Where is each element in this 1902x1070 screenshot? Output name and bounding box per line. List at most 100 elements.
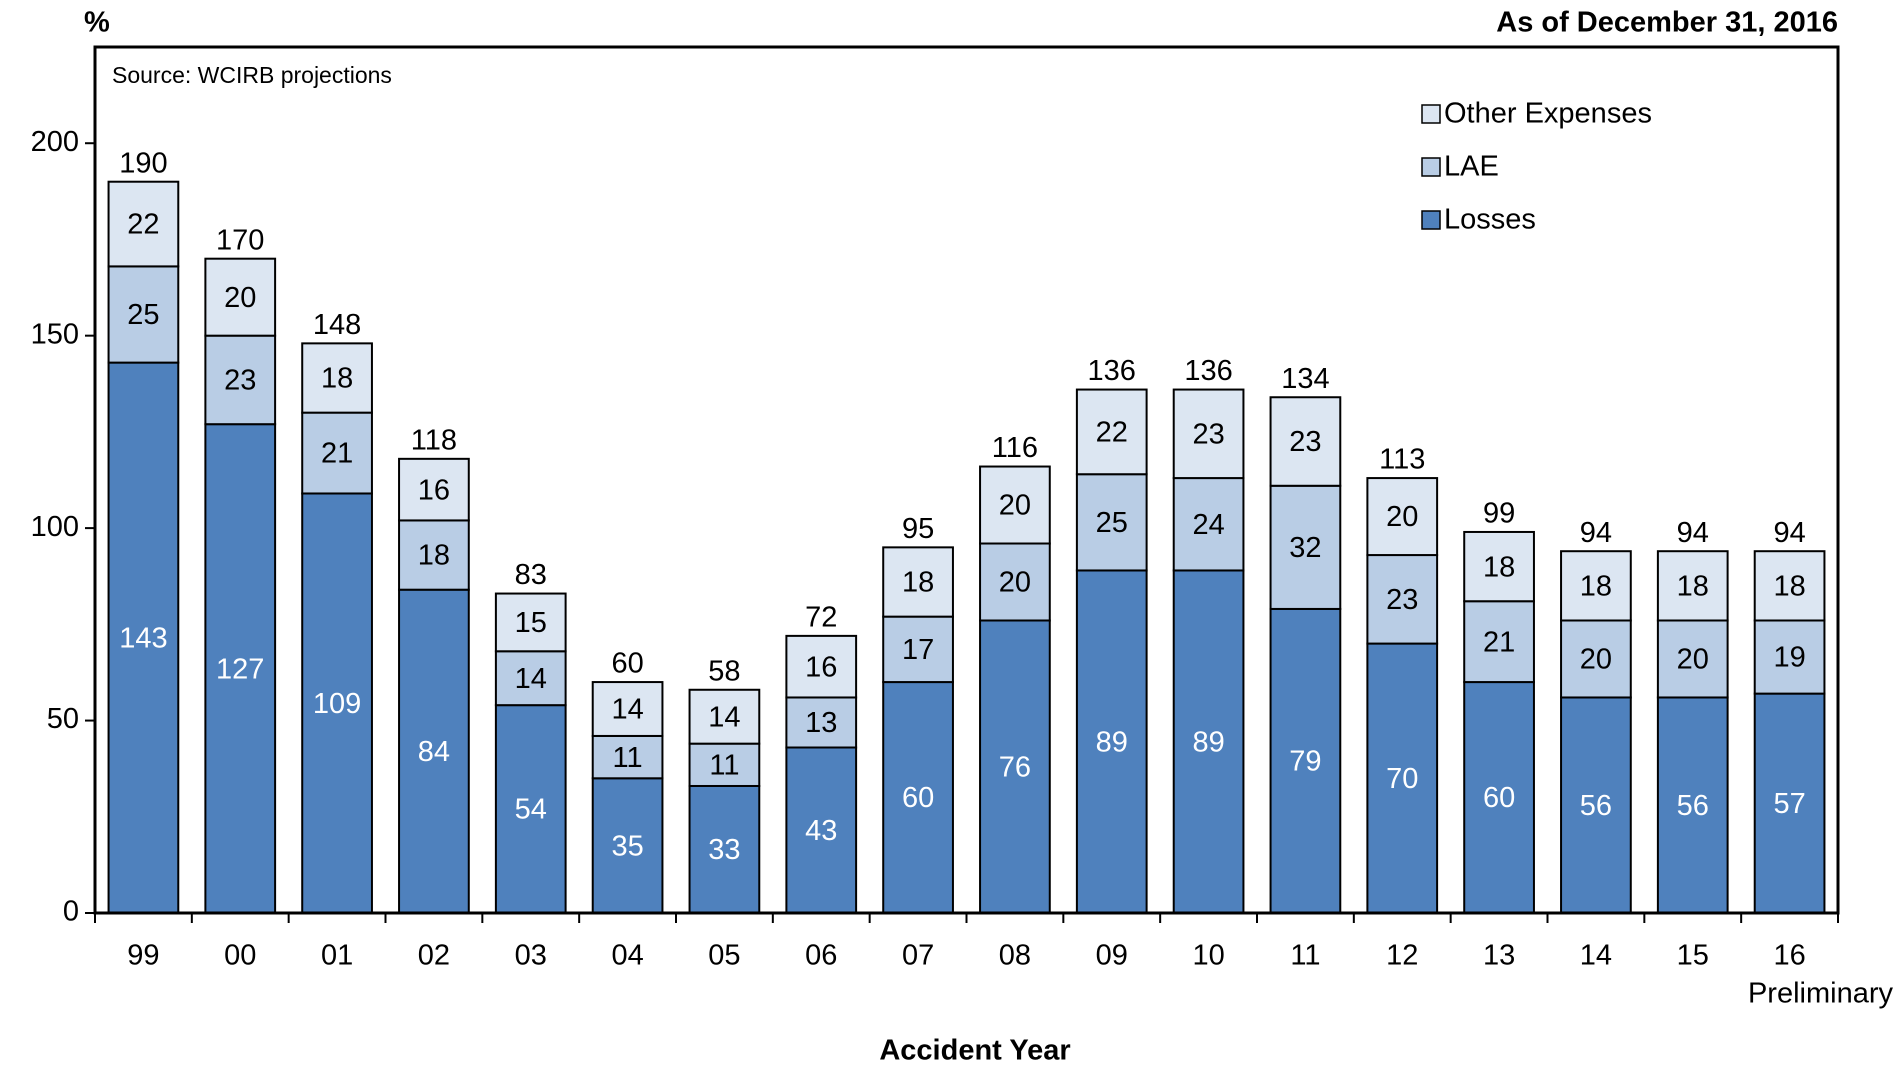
- x-tick-label: 08: [999, 940, 1031, 972]
- segment-value-label: 23: [1386, 584, 1418, 616]
- bar-segment: [882, 681, 954, 914]
- legend-label: Losses: [1444, 204, 1536, 236]
- segment-value-label: 16: [805, 651, 837, 683]
- bar-segment: [1753, 692, 1826, 915]
- x-tick-label: 07: [902, 940, 934, 972]
- segment-value-label: 54: [515, 794, 547, 826]
- segment-value-label: 23: [1192, 418, 1224, 450]
- segment-value-label: 21: [1483, 626, 1515, 658]
- segment-value-label: 11: [613, 742, 643, 774]
- total-label: 134: [1281, 363, 1329, 395]
- bar-segment: [688, 784, 761, 915]
- total-label: 94: [1773, 517, 1805, 549]
- total-label: 94: [1677, 517, 1709, 549]
- bar-segment: [107, 265, 180, 364]
- segment-value-label: 89: [1192, 726, 1224, 758]
- bar-segment: [882, 546, 954, 618]
- x-tick-label: 00: [224, 940, 256, 972]
- bar-segment: [1753, 550, 1826, 622]
- x-tick-label: 01: [321, 940, 353, 972]
- segment-value-label: 22: [127, 209, 159, 241]
- x-tick-label: 10: [1192, 940, 1224, 972]
- segment-value-label: 21: [321, 438, 353, 470]
- y-tick-label: 50: [47, 703, 79, 735]
- legend-label: LAE: [1444, 151, 1499, 183]
- y-tick-label: 100: [31, 511, 79, 543]
- bar-segment: [1463, 530, 1535, 603]
- segment-value-label: 18: [418, 540, 450, 572]
- bar-segment: [1560, 550, 1632, 622]
- x-tick-label: 99: [127, 940, 159, 972]
- segment-value-label: 33: [708, 834, 740, 866]
- segment-value-label: 20: [1677, 644, 1709, 676]
- y-tick-label: 150: [31, 318, 79, 350]
- bar-segment: [1269, 484, 1342, 610]
- source-note: Source: WCIRB projections: [112, 62, 392, 88]
- bar-segment: [1656, 696, 1729, 914]
- total-label: 170: [216, 224, 264, 256]
- bar-segment: [107, 180, 180, 268]
- bar-segment: [979, 465, 1051, 545]
- segment-value-label: 22: [1096, 417, 1128, 449]
- segment-value-label: 18: [1483, 551, 1515, 583]
- segment-value-label: 56: [1677, 790, 1709, 822]
- bar-segment: [1269, 396, 1342, 487]
- y-tick-label: 0: [63, 896, 79, 928]
- bar-segment: [1366, 554, 1439, 645]
- bar-segment: [398, 588, 470, 915]
- x-tick-label: 14: [1580, 940, 1612, 972]
- segment-value-label: 43: [805, 815, 837, 847]
- total-label: 99: [1483, 498, 1515, 530]
- y-unit-label: %: [84, 7, 110, 39]
- segment-value-label: 35: [611, 830, 643, 862]
- bar-segment: [107, 361, 180, 914]
- segment-value-label: 57: [1773, 788, 1805, 820]
- segment-value-label: 70: [1386, 763, 1418, 795]
- bar-segment: [1075, 473, 1148, 572]
- total-label: 83: [515, 559, 547, 591]
- segment-value-label: 18: [1580, 571, 1612, 603]
- segment-value-label: 14: [611, 694, 643, 726]
- segment-value-label: 76: [999, 751, 1031, 783]
- segment-value-label: 56: [1580, 790, 1612, 822]
- bar-segment: [301, 492, 373, 914]
- total-label: 190: [119, 147, 167, 179]
- bar-segment: [398, 457, 470, 522]
- x-tick-label: 06: [805, 940, 837, 972]
- total-label: 94: [1580, 517, 1612, 549]
- segment-value-label: 20: [999, 490, 1031, 522]
- total-label: 60: [611, 648, 643, 680]
- bar-segment: [494, 704, 567, 914]
- bar-segment: [1560, 696, 1632, 914]
- segment-value-label: 18: [902, 567, 934, 599]
- legend-swatch: [1421, 104, 1441, 124]
- segment-value-label: 60: [1483, 782, 1515, 814]
- segment-value-label: 20: [999, 567, 1031, 599]
- bar-segment: [1172, 388, 1245, 480]
- legend-swatch: [1421, 157, 1441, 177]
- segment-value-label: 11: [709, 749, 739, 781]
- as-of-label: As of December 31, 2016: [1496, 7, 1838, 39]
- x-tick-label: 02: [418, 940, 450, 972]
- x-tick-label: 09: [1096, 940, 1128, 972]
- bar-segment: [591, 681, 664, 737]
- bar-segment: [301, 342, 373, 414]
- segment-value-label: 17: [902, 634, 934, 666]
- segment-value-label: 127: [216, 653, 264, 685]
- bar-segment: [494, 592, 567, 653]
- segment-value-label: 89: [1096, 726, 1128, 758]
- segment-value-label: 16: [418, 474, 450, 506]
- segment-value-label: 79: [1289, 746, 1321, 778]
- bar-segment: [882, 615, 954, 684]
- x-tick-label: 13: [1483, 940, 1515, 972]
- plot-frame: [93, 45, 1840, 915]
- total-label: 116: [992, 432, 1038, 464]
- bar-segment: [204, 257, 277, 337]
- bar-segment: [1656, 619, 1729, 699]
- total-label: 72: [805, 602, 837, 634]
- x-tick-label: 15: [1677, 940, 1709, 972]
- segment-value-label: 60: [902, 782, 934, 814]
- segment-value-label: 143: [119, 622, 167, 654]
- segment-value-label: 109: [313, 688, 361, 720]
